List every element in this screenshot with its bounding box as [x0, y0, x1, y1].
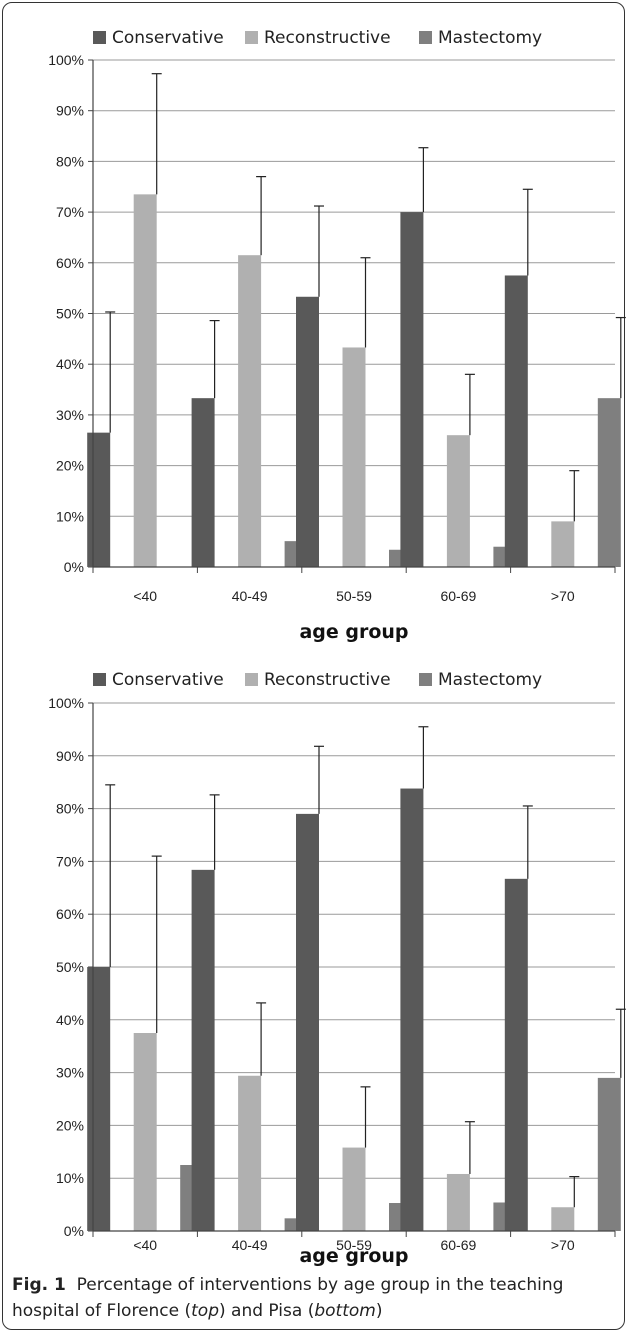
- y-tick-label-5: 50%: [56, 959, 84, 975]
- bar-reconstructive-0: [133, 194, 157, 568]
- bars: [87, 73, 626, 568]
- y-tick-label-4: 40%: [56, 1012, 84, 1028]
- bar-reconstructive-4: [551, 1207, 575, 1231]
- bar-reconstructive-2: [342, 347, 366, 567]
- caption-top-word: top: [191, 1301, 219, 1321]
- y-tick-label-8: 80%: [56, 153, 84, 169]
- caption-bottom-word: bottom: [314, 1301, 376, 1321]
- chart-bottom: Conservative Reconstructive Mastectomy 0% 10…: [48, 670, 626, 1267]
- bar-conservative-3: [400, 788, 424, 1231]
- x-tick-label-2: 50-59: [336, 1237, 372, 1253]
- legend-swatch-2: [419, 31, 432, 44]
- bar-conservative-2: [296, 296, 319, 567]
- axes: [92, 703, 615, 1232]
- legend-label-2: Mastectomy: [438, 670, 542, 690]
- x-axis-title: age group: [299, 621, 408, 643]
- bar-conservative-2: [296, 813, 319, 1231]
- y-axis: 0% 10% 20% 30% 40% 50% 60% 70% 80% 90% 100%: [48, 52, 615, 575]
- bar-reconstructive-0: [133, 1033, 157, 1231]
- y-tick-label-1: 10%: [56, 1170, 84, 1186]
- y-tick-label-0: 0%: [64, 559, 84, 575]
- y-tick-label-9: 90%: [56, 748, 84, 764]
- bars: [87, 726, 626, 1231]
- x-tick-label-3: 60-69: [440, 588, 476, 604]
- x-tick-label-1: 40-49: [232, 588, 268, 604]
- legend: Conservative Reconstructive Mastectomy: [93, 28, 542, 48]
- bar-reconstructive-3: [446, 1173, 470, 1231]
- bar-reconstructive-3: [446, 435, 470, 567]
- legend-swatch-0: [93, 673, 106, 686]
- bar-mastectomy-4: [597, 398, 621, 567]
- caption-text-2: ) and Pisa (: [219, 1301, 315, 1321]
- x-tick-label-4: >70: [551, 1237, 575, 1253]
- chart-top: Conservative Reconstructive Mastectomy 0% 10…: [48, 28, 626, 643]
- bar-conservative-1: [191, 398, 215, 567]
- y-tick-label-2: 20%: [56, 1117, 84, 1133]
- bar-conservative-1: [191, 869, 215, 1231]
- legend-swatch-1: [245, 673, 258, 686]
- legend-label-0: Conservative: [112, 28, 224, 48]
- bar-conservative-0: [87, 967, 111, 1231]
- y-tick-label-5: 50%: [56, 306, 84, 322]
- legend-label-0: Conservative: [112, 670, 224, 690]
- axes: [92, 60, 615, 568]
- figure-caption: Fig. 1 Percentage of interventions by ag…: [12, 1272, 612, 1324]
- x-axis: <40 40-49 50-59 60-69 >70: [92, 1231, 616, 1253]
- y-axis: 0% 10% 20% 30% 40% 50% 60% 70% 80% 90% 100%: [48, 695, 615, 1239]
- y-tick-label-9: 90%: [56, 103, 84, 119]
- y-tick-label-6: 60%: [56, 255, 84, 271]
- legend: Conservative Reconstructive Mastectomy: [93, 670, 542, 690]
- legend-label-2: Mastectomy: [438, 28, 542, 48]
- x-tick-label-0: <40: [133, 1237, 157, 1253]
- y-tick-label-8: 80%: [56, 801, 84, 817]
- y-tick-label-1: 10%: [56, 508, 84, 524]
- y-tick-label-6: 60%: [56, 906, 84, 922]
- legend-label-1: Reconstructive: [264, 28, 391, 48]
- y-tick-label-4: 40%: [56, 356, 84, 372]
- bar-reconstructive-1: [238, 1075, 262, 1231]
- legend-label-1: Reconstructive: [264, 670, 391, 690]
- bar-conservative-4: [504, 878, 528, 1231]
- x-tick-label-2: 50-59: [336, 588, 372, 604]
- bar-reconstructive-4: [551, 521, 575, 567]
- x-axis: <40 40-49 50-59 60-69 >70: [92, 567, 616, 604]
- bar-conservative-3: [400, 212, 424, 567]
- y-tick-label-7: 70%: [56, 204, 84, 220]
- x-tick-label-4: >70: [551, 588, 575, 604]
- caption-label: Fig. 1: [12, 1275, 66, 1295]
- x-tick-label-3: 60-69: [440, 1237, 476, 1253]
- caption-text-3: ): [375, 1301, 383, 1321]
- x-axis-title: age group: [299, 1245, 408, 1267]
- x-tick-label-0: <40: [133, 588, 157, 604]
- y-tick-label-3: 30%: [56, 407, 84, 423]
- x-tick-label-1: 40-49: [232, 1237, 268, 1253]
- legend-swatch-1: [245, 31, 258, 44]
- legend-swatch-0: [93, 31, 106, 44]
- y-tick-label-7: 70%: [56, 853, 84, 869]
- caption-text-1: Percentage of interventions by age group…: [12, 1275, 564, 1321]
- bar-mastectomy-4: [597, 1077, 621, 1231]
- y-tick-label-0: 0%: [64, 1223, 84, 1239]
- y-tick-label-10: 100%: [48, 695, 84, 711]
- y-tick-label-2: 20%: [56, 458, 84, 474]
- bar-conservative-4: [504, 275, 528, 567]
- bar-reconstructive-1: [238, 255, 262, 567]
- bar-conservative-0: [87, 432, 111, 567]
- bar-reconstructive-2: [342, 1147, 366, 1231]
- legend-swatch-2: [419, 673, 432, 686]
- y-tick-label-3: 30%: [56, 1065, 84, 1081]
- y-tick-label-10: 100%: [48, 52, 84, 68]
